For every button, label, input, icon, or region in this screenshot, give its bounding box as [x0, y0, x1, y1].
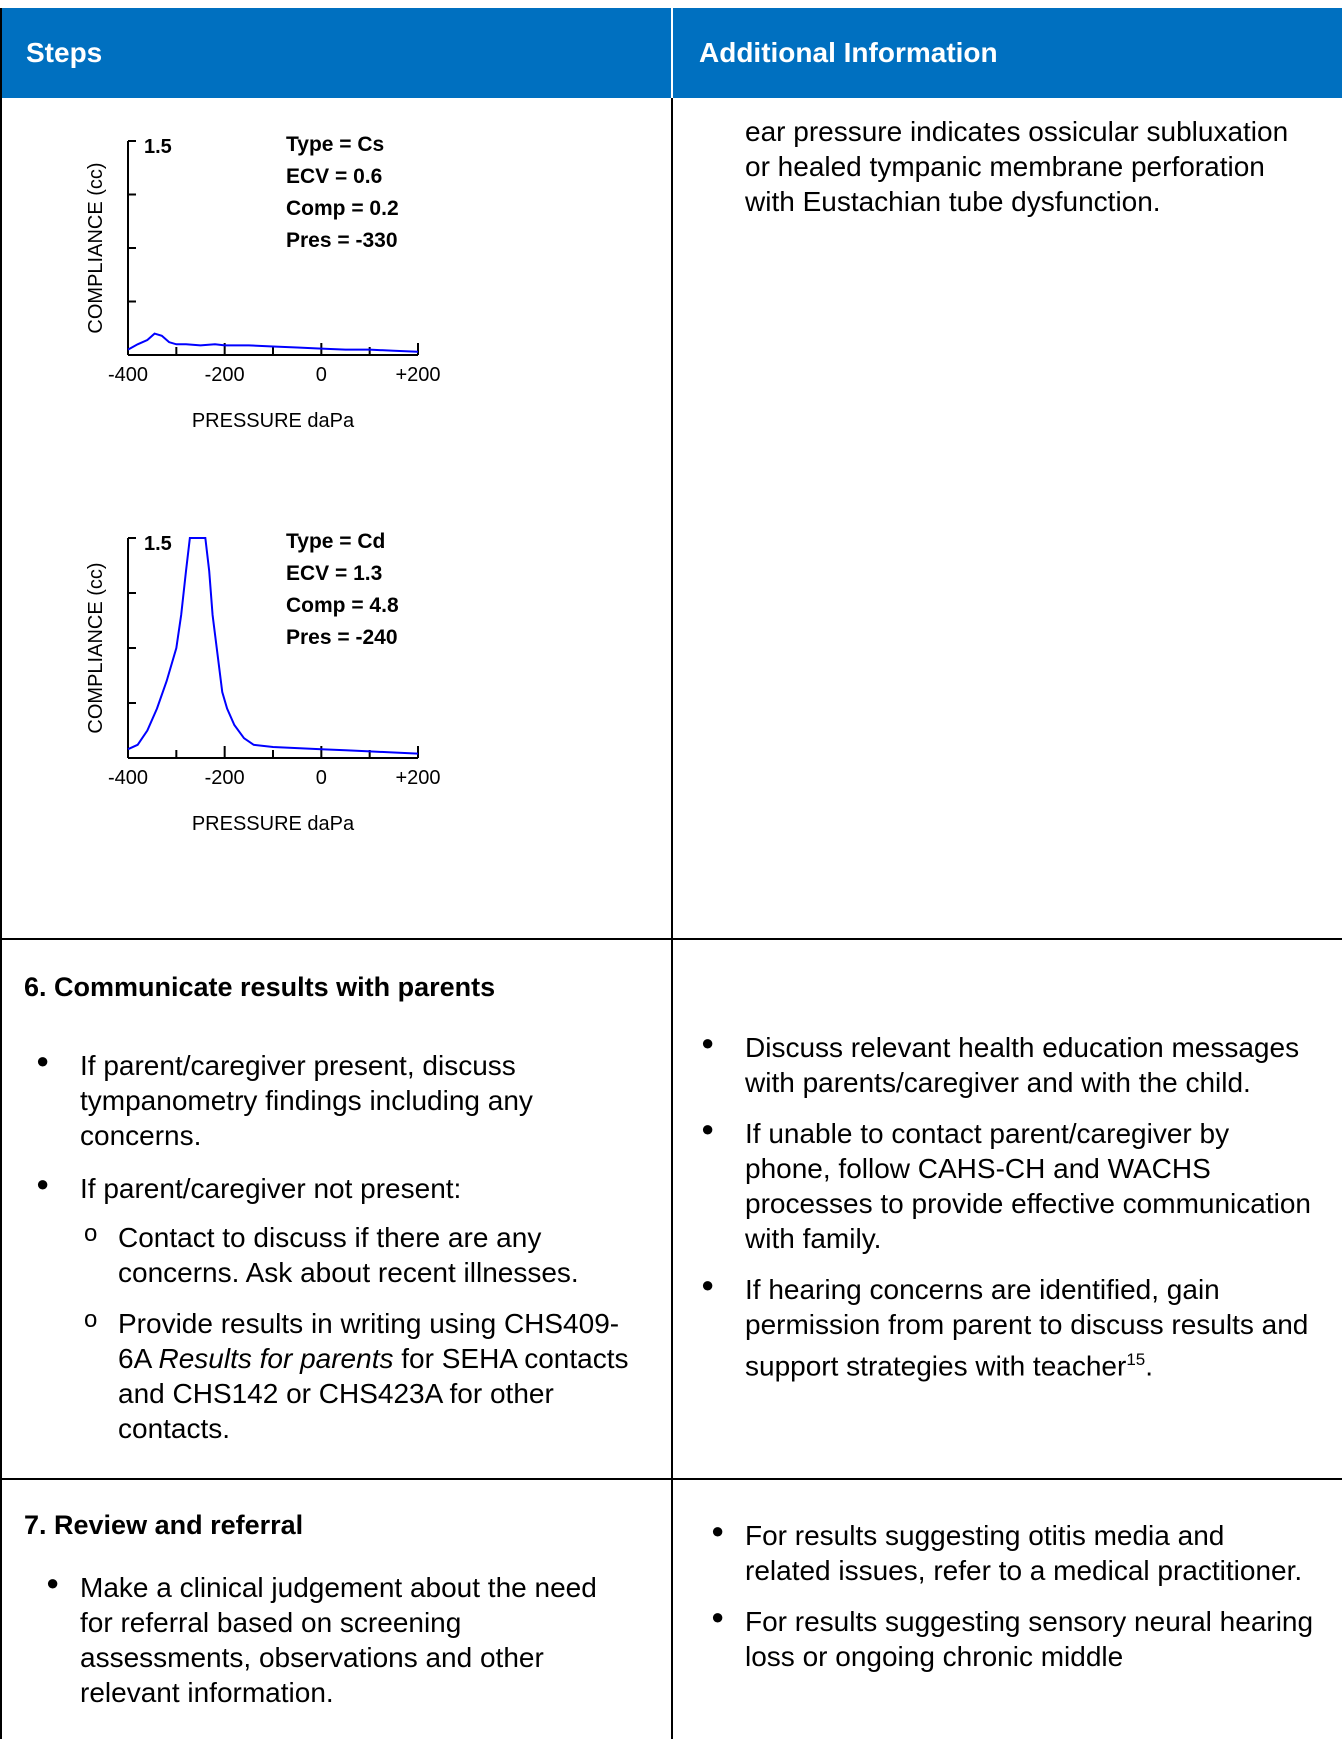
- x-tick-label: 0: [316, 364, 327, 386]
- tympanogram-chart-cs: -400 -200 0 +200 1.5 COMPLIANCE (cc) PRESSURE …: [85, 133, 441, 432]
- y-axis-title: COMPLIANCE (cc): [85, 162, 107, 333]
- info-line: ECV = 1.3: [286, 562, 382, 585]
- list-item: ● For results suggesting sensory neural …: [711, 1604, 1315, 1674]
- x-tick-label: +200: [395, 364, 440, 386]
- info-line: Comp = 4.8: [286, 594, 399, 617]
- x-tick-label: -200: [205, 364, 245, 386]
- bullet-icon: ●: [46, 1570, 60, 1595]
- bullet-icon: ●: [701, 1272, 715, 1297]
- bullet-icon: ●: [701, 1116, 715, 1141]
- info-line: ECV = 0.6: [286, 165, 382, 188]
- list-item: ● For results suggesting otitis media an…: [711, 1518, 1315, 1588]
- x-axis-title: PRESSURE daPa: [192, 410, 355, 432]
- list-item-text: For results suggesting sensory neural he…: [745, 1606, 1314, 1672]
- list-item-text: If parent/caregiver not present:: [80, 1173, 462, 1204]
- list-item-text: For results suggesting otitis media and …: [745, 1520, 1303, 1586]
- info-line: Type = Cd: [286, 530, 385, 553]
- table-column-divider: [671, 98, 673, 1739]
- info-line: Comp = 0.2: [286, 197, 399, 220]
- list-item-text-end: .: [1145, 1350, 1154, 1382]
- list-item: ● If hearing concerns are identified, ga…: [701, 1272, 1315, 1383]
- info-line: Pres = -330: [286, 229, 398, 252]
- header-additional-label: Additional Information: [699, 37, 998, 68]
- list-item-text: Discuss relevant health education messag…: [745, 1032, 1300, 1098]
- list-item-text-main: If hearing concerns are identified, gain…: [745, 1274, 1309, 1382]
- footnote-ref: 15: [1126, 1350, 1146, 1369]
- bullet-icon: ●: [701, 1030, 715, 1055]
- list-item-text: If hearing concerns are identified, gain…: [745, 1272, 1315, 1383]
- header-additional-info: Additional Information: [673, 8, 1342, 98]
- list-item: ● Make a clinical judgement about the ne…: [46, 1570, 620, 1710]
- section-title-communicate: 6. Communicate results with parents: [24, 972, 496, 1002]
- sub-list-item: o Provide results in writing using CHS40…: [80, 1306, 630, 1446]
- bullet-icon: ●: [711, 1604, 725, 1629]
- sub-list-item: o Contact to discuss if there are any co…: [80, 1220, 630, 1290]
- circle-bullet-icon: o: [84, 1220, 98, 1247]
- form-title-italic: Results for parents: [158, 1343, 394, 1374]
- x-tick-label: +200: [395, 767, 440, 789]
- list-item: ● If parent/caregiver not present:: [36, 1171, 630, 1206]
- communicate-right-list: ● Discuss relevant health education mess…: [701, 1030, 1315, 1383]
- bullet-icon: ●: [711, 1518, 725, 1543]
- header-steps: Steps: [0, 8, 671, 98]
- y-top-label: 1.5: [144, 136, 172, 158]
- header-steps-label: Steps: [26, 37, 103, 68]
- section-title-review: 7. Review and referral: [24, 1510, 304, 1540]
- list-item-text: If unable to contact parent/caregiver by…: [745, 1118, 1311, 1254]
- list-item: ● If unable to contact parent/caregiver …: [701, 1116, 1315, 1256]
- list-item: ● Discuss relevant health education mess…: [701, 1030, 1315, 1100]
- row-divider-1: [0, 938, 1342, 940]
- y-axis-title: COMPLIANCE (cc): [85, 562, 107, 733]
- info-line: Pres = -240: [286, 626, 398, 649]
- list-item: ● If parent/caregiver present, discuss t…: [36, 1048, 630, 1153]
- bullet-icon: ●: [36, 1171, 50, 1196]
- info-line: Type = Cs: [286, 133, 384, 156]
- table-border-left: [0, 8, 2, 1739]
- circle-bullet-icon: o: [84, 1306, 98, 1333]
- sub-text-c: for SEHA contacts and CHS142 or CHS423A …: [118, 1343, 629, 1444]
- x-tick-label: -400: [108, 767, 148, 789]
- bullet-icon: ●: [36, 1048, 50, 1073]
- x-axis-title: PRESSURE daPa: [192, 813, 355, 835]
- x-tick-label: 0: [316, 767, 327, 789]
- additional-info-text: ear pressure indicates ossicular subluxa…: [745, 114, 1305, 219]
- additional-info-paragraph: ear pressure indicates ossicular subluxa…: [745, 116, 1289, 217]
- communicate-left-list: ● If parent/caregiver present, discuss t…: [36, 1048, 630, 1446]
- y-top-label: 1.5: [144, 533, 172, 555]
- row-divider-2: [0, 1478, 1342, 1480]
- review-left-list: ● Make a clinical judgement about the ne…: [46, 1570, 620, 1710]
- tympanogram-chart-cd: -400 -200 0 +200 1.5 COMPLIANCE (cc) PRESSURE …: [85, 530, 441, 835]
- sub-list-item-text: Contact to discuss if there are any conc…: [118, 1222, 579, 1288]
- list-item-text: Make a clinical judgement about the need…: [80, 1572, 597, 1708]
- tympanogram-curve: [127, 332, 419, 353]
- sub-list-item-text: Provide results in writing using CHS409-…: [118, 1306, 630, 1446]
- tympanogram-curve: [127, 537, 419, 755]
- list-item-text: If parent/caregiver present, discuss tym…: [80, 1050, 533, 1151]
- review-right-list: ● For results suggesting otitis media an…: [711, 1518, 1315, 1674]
- x-tick-label: -200: [205, 767, 245, 789]
- x-tick-label: -400: [108, 364, 148, 386]
- sub-text-a: Provide results in writing using CHS409-…: [118, 1308, 620, 1374]
